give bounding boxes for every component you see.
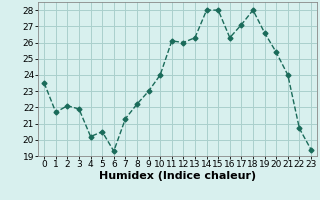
- X-axis label: Humidex (Indice chaleur): Humidex (Indice chaleur): [99, 171, 256, 181]
